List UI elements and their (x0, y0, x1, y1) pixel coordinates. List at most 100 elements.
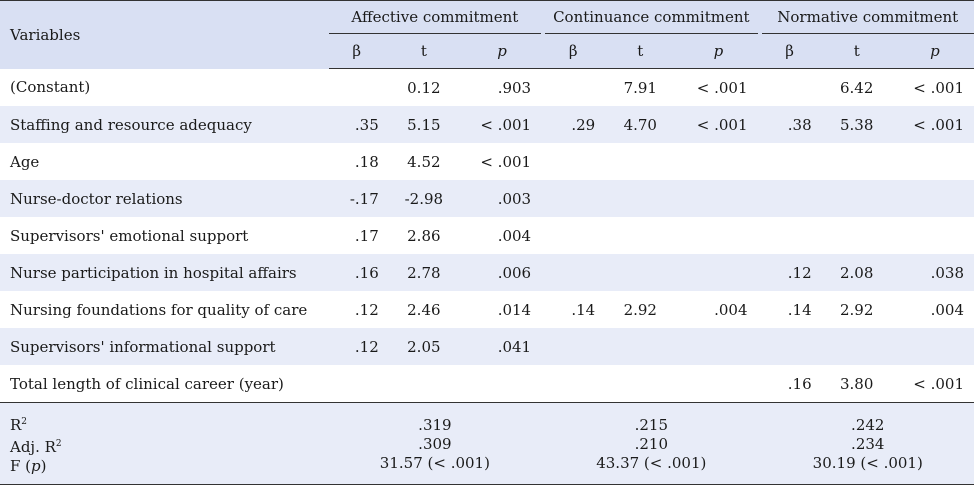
fit-labels: R2 Adj. R2 F (p) (0, 402, 329, 485)
table-row: Nursing foundations for quality of care.… (0, 291, 974, 328)
adj-r2-label: Adj. R (10, 437, 56, 456)
p-cell (895, 217, 974, 254)
beta-cell: .14 (545, 291, 602, 328)
f-value: 31.57 (< .001) (379, 453, 490, 472)
t-cell (601, 328, 680, 365)
variables-header: Variables (0, 0, 329, 69)
f-value: 43.37 (< .001) (596, 453, 707, 472)
beta-cell (545, 217, 602, 254)
p-cell: .006 (462, 254, 542, 291)
p-cell: .004 (895, 291, 974, 328)
beta-cell: .38 (761, 106, 818, 143)
t-cell (601, 254, 680, 291)
p-cell (679, 217, 758, 254)
p-cell: < .001 (462, 143, 542, 180)
beta-cell: .29 (545, 106, 602, 143)
t-cell: 3.80 (817, 365, 896, 403)
variable-name: Nurse participation in hospital affairs (0, 254, 329, 291)
normative-fit: .242.234 30.19 (< .001) (761, 402, 974, 485)
beta-cell (545, 68, 602, 106)
variable-name: Total length of clinical career (year) (0, 365, 329, 403)
p-cell: .903 (462, 68, 542, 106)
beta-cell (545, 180, 602, 217)
affective-fit: .319.309 31.57 (< .001) (328, 402, 542, 485)
t-cell: -2.98 (384, 180, 463, 217)
beta-cell (761, 328, 818, 365)
beta-cell: -.17 (328, 180, 385, 217)
affective-group-header: Affective commitment (328, 0, 542, 34)
r2-label: R (10, 415, 22, 434)
beta-cell: .12 (761, 254, 818, 291)
t-cell (601, 217, 680, 254)
beta-header: β (761, 33, 818, 69)
p-cell: < .001 (895, 365, 974, 403)
p-cell (679, 328, 758, 365)
beta-cell (761, 68, 818, 106)
t-cell: 2.08 (817, 254, 896, 291)
t-cell (601, 143, 680, 180)
beta-cell (761, 143, 818, 180)
table-row: Total length of clinical career (year) .1… (0, 365, 974, 403)
beta-cell (545, 254, 602, 291)
t-cell: 0.12 (384, 68, 463, 106)
t-header: t (601, 33, 680, 69)
continuance-group-header: Continuance commitment (545, 0, 758, 34)
p-cell: < .001 (462, 106, 542, 143)
t-header: t (384, 33, 463, 69)
beta-cell: .16 (761, 365, 818, 403)
p-header: p (497, 42, 507, 60)
t-cell: 4.52 (384, 143, 463, 180)
variable-name: Nursing foundations for quality of care (0, 291, 329, 328)
variable-name: Age (0, 143, 329, 180)
adj-r2-value: .210 (634, 434, 668, 453)
t-cell: 2.92 (817, 291, 896, 328)
model-fit-row: R2 Adj. R2 F (p) .319.309 31.57 (< .001) .215… (0, 402, 974, 485)
continuance-fit: .215.210 43.37 (< .001) (545, 402, 758, 485)
t-cell: 2.46 (384, 291, 463, 328)
adj-r2-value: .234 (851, 434, 885, 453)
t-cell: 2.05 (384, 328, 463, 365)
table-row: Nurse-doctor relations -.17 -2.98.003 (0, 180, 974, 217)
p-cell (679, 254, 758, 291)
t-cell: 5.15 (384, 106, 463, 143)
p-cell: < .001 (679, 106, 758, 143)
r2-value: .215 (634, 415, 668, 434)
p-cell: .003 (462, 180, 542, 217)
p-cell: < .001 (895, 106, 974, 143)
t-cell (817, 328, 896, 365)
p-header: p (713, 42, 724, 60)
f-label: F ( (10, 456, 32, 475)
t-cell: 5.38 (817, 106, 896, 143)
t-cell: 2.78 (384, 254, 463, 291)
t-header: t (817, 33, 896, 69)
p-cell: .014 (462, 291, 542, 328)
p-cell: .038 (895, 254, 974, 291)
beta-cell: .18 (328, 143, 385, 180)
r2-value: .319 (418, 415, 452, 434)
p-cell (462, 365, 542, 403)
p-cell (679, 365, 758, 403)
beta-cell (545, 328, 602, 365)
table-body: (Constant) 0.12.903 7.91 < .001 6.42 < .001 St… (0, 68, 974, 485)
beta-cell: .16 (328, 254, 385, 291)
beta-cell: .14 (761, 291, 818, 328)
table-row: Supervisors' informational support .12 2.0… (0, 328, 974, 365)
beta-cell: .17 (328, 217, 385, 254)
beta-cell (545, 365, 602, 403)
variable-name: Supervisors' informational support (0, 328, 329, 365)
table-header: Variables Affective commitment Continuan… (0, 0, 974, 69)
t-cell: 7.91 (601, 68, 680, 106)
beta-cell (328, 365, 385, 403)
beta-cell: .12 (328, 291, 385, 328)
table-row: Staffing and resource adequacy .35 5.15 < .… (0, 106, 974, 143)
t-cell (817, 217, 896, 254)
adj-r2-value: .309 (418, 434, 452, 453)
t-cell (601, 365, 680, 403)
beta-cell (328, 68, 385, 106)
beta-cell (761, 217, 818, 254)
beta-cell (761, 180, 818, 217)
table-row: Nurse participation in hospital affairs.… (0, 254, 974, 291)
p-cell (679, 143, 758, 180)
beta-cell (545, 143, 602, 180)
